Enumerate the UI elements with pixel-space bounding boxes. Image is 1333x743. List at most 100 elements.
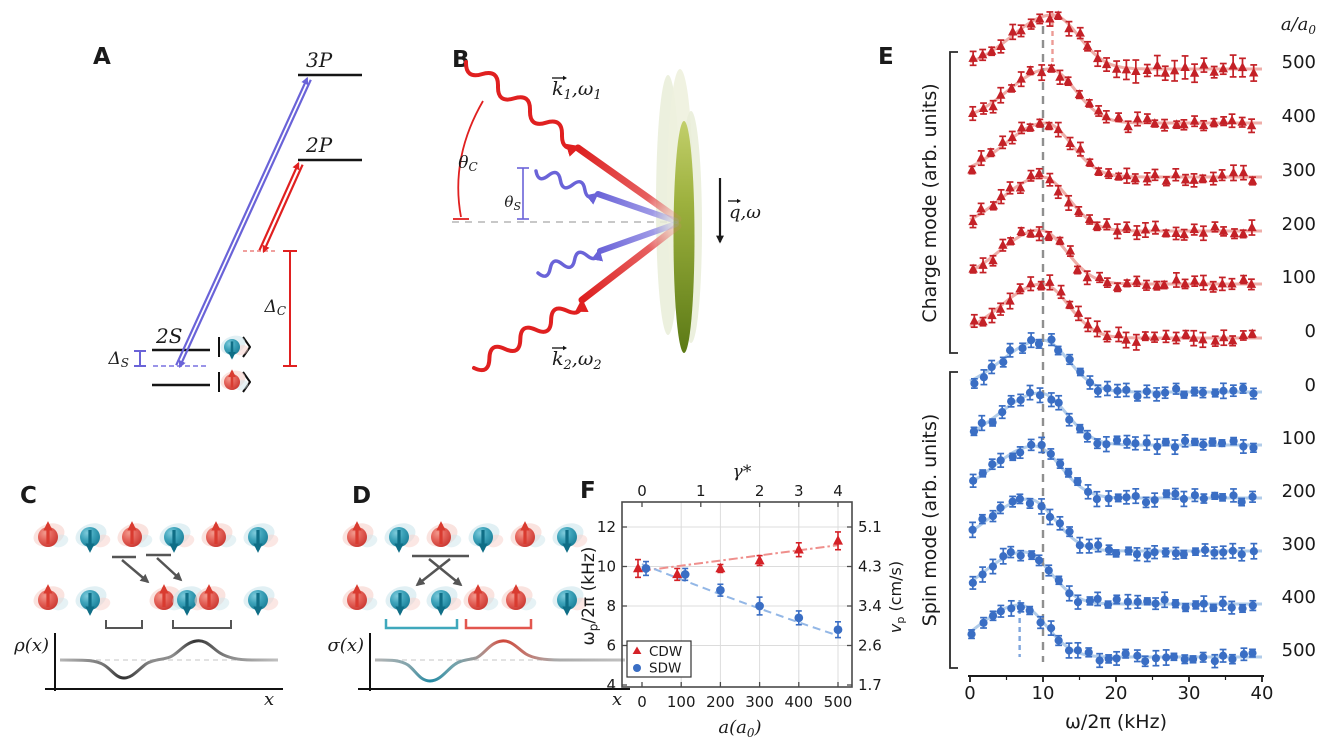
legend: CDW SDW — [626, 640, 692, 678]
data-point — [995, 303, 1006, 313]
data-point — [978, 103, 989, 113]
spin-up-domain-bracket — [464, 619, 533, 630]
y-tick-label: 6 — [606, 637, 616, 655]
data-point — [1123, 121, 1133, 131]
theta-charge-label: θC — [458, 153, 477, 174]
data-point — [988, 255, 998, 265]
vector-arrow-icon — [552, 75, 567, 81]
data-point — [1180, 174, 1191, 184]
rangle-icon — [242, 336, 251, 358]
cdw-fit-line — [641, 544, 839, 572]
x-tick-label: 100 — [667, 693, 696, 711]
data-point — [1180, 655, 1189, 664]
data-point — [1006, 548, 1015, 557]
data-point — [1217, 278, 1228, 288]
data-point — [1053, 10, 1063, 20]
data-point — [1035, 117, 1045, 127]
x-tick-label: 40 — [1251, 683, 1274, 704]
data-point — [1159, 119, 1170, 129]
data-point — [968, 578, 977, 587]
charge-laser-wave-bottom — [472, 298, 589, 373]
data-point — [1188, 655, 1198, 664]
data-point — [1172, 384, 1181, 393]
data-point — [1054, 346, 1063, 355]
data-point — [1054, 636, 1063, 645]
data-point — [969, 476, 978, 485]
x-tick-label: 0 — [964, 683, 975, 704]
spin-beam-2 — [597, 221, 679, 254]
data-point — [1085, 596, 1095, 606]
data-point — [1238, 274, 1249, 284]
data-point — [1072, 264, 1083, 274]
data-point — [996, 191, 1006, 201]
spin-down-domain-bracket — [384, 619, 459, 630]
spin-ylabel: σ(x) — [328, 635, 364, 656]
data-point — [1227, 115, 1237, 125]
data-point — [1075, 424, 1085, 433]
data-point — [1189, 275, 1200, 285]
panel-label-e: E — [878, 44, 894, 70]
data-point — [1113, 111, 1124, 121]
data-point — [1228, 655, 1237, 664]
beam1-label: k1,ω1 — [552, 78, 602, 103]
data-point — [1162, 489, 1171, 498]
data-point — [986, 147, 996, 157]
data-point — [986, 45, 997, 55]
data-point — [1189, 224, 1199, 234]
data-point — [1102, 331, 1112, 341]
y-tick-label: 10 — [597, 558, 616, 576]
sdw-fit-line — [641, 563, 839, 637]
data-point — [641, 564, 651, 573]
data-point — [968, 108, 978, 118]
data-point — [1238, 604, 1247, 613]
data-point — [1092, 220, 1102, 230]
data-point — [1198, 334, 1208, 344]
data-point — [1065, 415, 1074, 424]
data-point — [1046, 63, 1057, 73]
velocity-tick-label: 1.7 — [858, 676, 882, 694]
scattering-length-row-label: 0 — [1305, 321, 1316, 342]
rangle-icon — [242, 371, 251, 393]
gamma-tick-label: 4 — [833, 482, 843, 500]
data-point — [1227, 335, 1238, 345]
data-point — [1113, 171, 1124, 181]
data-point — [999, 358, 1008, 367]
data-point — [1160, 67, 1170, 77]
spin-beam-1 — [595, 191, 679, 224]
data-point — [1102, 277, 1113, 287]
gamma-tick-label: 1 — [696, 482, 706, 500]
data-point — [988, 460, 997, 469]
scattering-length-row-label: 200 — [1282, 214, 1316, 235]
data-point — [1161, 331, 1171, 340]
data-point — [1133, 651, 1142, 660]
data-point — [968, 52, 978, 62]
data-point — [1179, 229, 1189, 239]
gamma-tick-label: 0 — [637, 482, 647, 500]
data-point — [1150, 495, 1159, 505]
data-point — [1015, 283, 1025, 293]
data-point — [716, 585, 725, 595]
data-point — [1055, 71, 1065, 81]
data-point — [1016, 448, 1025, 457]
data-point — [1026, 228, 1036, 238]
data-point — [1008, 452, 1017, 461]
data-point — [1198, 120, 1209, 130]
data-point — [1005, 295, 1015, 305]
ket-spin-down — [218, 336, 251, 358]
panel-label-a: A — [93, 44, 111, 70]
data-point — [1113, 386, 1122, 395]
data-point — [1036, 67, 1047, 77]
data-point — [1152, 280, 1162, 290]
spin-detuning-label: ΔS — [107, 349, 129, 370]
data-point — [1218, 651, 1228, 660]
data-point — [1006, 83, 1017, 92]
data-point — [1085, 157, 1095, 167]
data-point — [1015, 182, 1026, 192]
data-point — [1047, 335, 1056, 344]
scattering-length-row-label: 100 — [1282, 267, 1316, 288]
data-point — [1171, 599, 1180, 608]
data-point — [1065, 138, 1075, 148]
data-point — [1181, 603, 1190, 612]
data-point — [1210, 491, 1219, 500]
